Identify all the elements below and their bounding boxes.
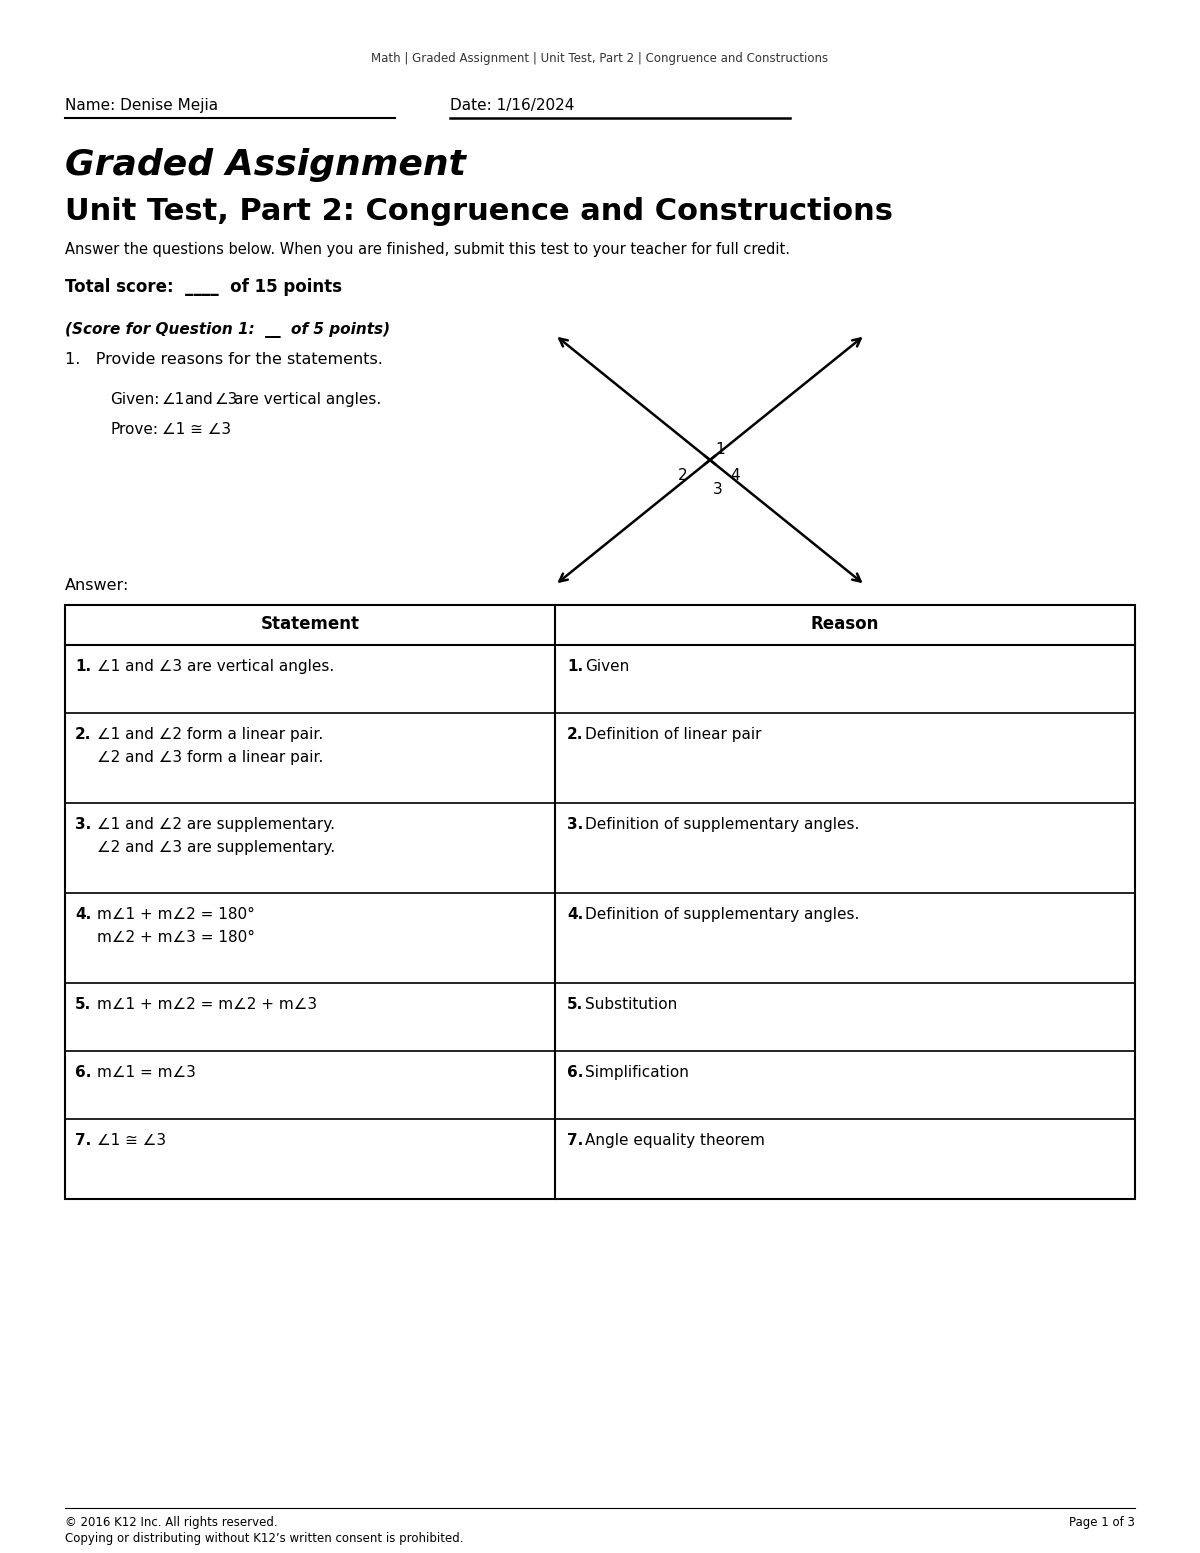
Text: ∠3: ∠3 xyxy=(215,391,239,407)
Text: 2.: 2. xyxy=(568,727,583,742)
Text: 7.: 7. xyxy=(568,1134,583,1148)
Text: Simplification: Simplification xyxy=(586,1065,689,1079)
Text: ∠1 and ∠3 are vertical angles.: ∠1 and ∠3 are vertical angles. xyxy=(97,658,335,674)
Text: Given:: Given: xyxy=(110,391,160,407)
Text: Statement: Statement xyxy=(260,615,360,634)
Text: ∠2 and ∠3 are supplementary.: ∠2 and ∠3 are supplementary. xyxy=(97,840,335,856)
Text: m∠1 + m∠2 = 180°: m∠1 + m∠2 = 180° xyxy=(97,907,254,922)
Text: 1.   Provide reasons for the statements.: 1. Provide reasons for the statements. xyxy=(65,353,383,367)
Text: 3.: 3. xyxy=(74,817,91,832)
Text: Total score:  ____  of 15 points: Total score: ____ of 15 points xyxy=(65,278,342,297)
Text: 4: 4 xyxy=(730,467,739,483)
Text: 1: 1 xyxy=(715,443,725,457)
Text: 1.: 1. xyxy=(568,658,583,674)
Text: 5.: 5. xyxy=(74,997,91,1013)
Text: © 2016 K12 Inc. All rights reserved.: © 2016 K12 Inc. All rights reserved. xyxy=(65,1516,277,1530)
Text: 1.: 1. xyxy=(74,658,91,674)
Text: Definition of supplementary angles.: Definition of supplementary angles. xyxy=(586,817,859,832)
Text: ∠1 ≅ ∠3: ∠1 ≅ ∠3 xyxy=(162,422,232,436)
Text: ∠1 and ∠2 form a linear pair.: ∠1 and ∠2 form a linear pair. xyxy=(97,727,323,742)
Text: Page 1 of 3: Page 1 of 3 xyxy=(1069,1516,1135,1530)
Text: (Score for Question 1:  __  of 5 points): (Score for Question 1: __ of 5 points) xyxy=(65,321,390,339)
Text: 7.: 7. xyxy=(74,1134,91,1148)
Text: 4.: 4. xyxy=(568,907,583,922)
Text: Name: Denise Mejia: Name: Denise Mejia xyxy=(65,98,218,113)
Text: ∠1: ∠1 xyxy=(162,391,185,407)
Text: 3: 3 xyxy=(713,481,722,497)
Text: Copying or distributing without K12’s written consent is prohibited.: Copying or distributing without K12’s wr… xyxy=(65,1531,463,1545)
Text: m∠1 = m∠3: m∠1 = m∠3 xyxy=(97,1065,196,1079)
Text: ∠2 and ∠3 form a linear pair.: ∠2 and ∠3 form a linear pair. xyxy=(97,750,323,766)
Text: Substitution: Substitution xyxy=(586,997,677,1013)
Text: Definition of linear pair: Definition of linear pair xyxy=(586,727,762,742)
Text: Prove:: Prove: xyxy=(110,422,158,436)
Text: Given: Given xyxy=(586,658,629,674)
Text: are vertical angles.: are vertical angles. xyxy=(234,391,382,407)
Text: 4.: 4. xyxy=(74,907,91,922)
Text: 5.: 5. xyxy=(568,997,583,1013)
Text: ∠1 ≅ ∠3: ∠1 ≅ ∠3 xyxy=(97,1134,166,1148)
Text: Date: 1/16/2024: Date: 1/16/2024 xyxy=(450,98,575,113)
Bar xyxy=(65,606,1135,1199)
Text: Reason: Reason xyxy=(811,615,880,634)
Text: Definition of supplementary angles.: Definition of supplementary angles. xyxy=(586,907,859,922)
Text: Answer:: Answer: xyxy=(65,578,130,593)
Text: m∠1 + m∠2 = m∠2 + m∠3: m∠1 + m∠2 = m∠2 + m∠3 xyxy=(97,997,317,1013)
Text: 3.: 3. xyxy=(568,817,583,832)
Text: 6.: 6. xyxy=(568,1065,583,1079)
Text: Angle equality theorem: Angle equality theorem xyxy=(586,1134,764,1148)
Text: 6.: 6. xyxy=(74,1065,91,1079)
Text: and: and xyxy=(184,391,212,407)
Text: ∠1 and ∠2 are supplementary.: ∠1 and ∠2 are supplementary. xyxy=(97,817,335,832)
Text: Math | Graded Assignment | Unit Test, Part 2 | Congruence and Constructions: Math | Graded Assignment | Unit Test, Pa… xyxy=(372,51,828,65)
Text: 2.: 2. xyxy=(74,727,91,742)
Text: m∠2 + m∠3 = 180°: m∠2 + m∠3 = 180° xyxy=(97,930,256,944)
Text: Answer the questions below. When you are finished, submit this test to your teac: Answer the questions below. When you are… xyxy=(65,242,790,256)
Text: 2: 2 xyxy=(678,467,688,483)
Text: Unit Test, Part 2: Congruence and Constructions: Unit Test, Part 2: Congruence and Constr… xyxy=(65,197,893,227)
Text: Graded Assignment: Graded Assignment xyxy=(65,148,466,182)
